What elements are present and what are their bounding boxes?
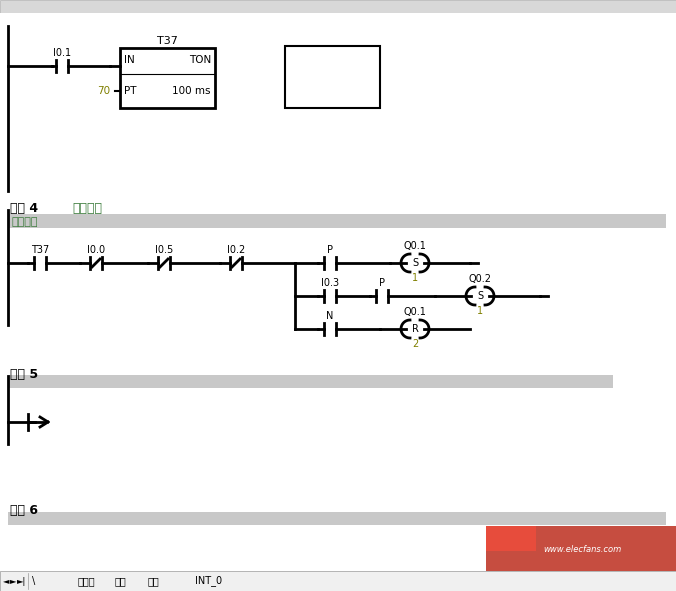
Text: T37: T37 xyxy=(157,36,178,46)
Text: P: P xyxy=(379,278,385,288)
Text: S: S xyxy=(477,291,483,301)
Text: 1: 1 xyxy=(412,273,418,283)
Text: S: S xyxy=(412,258,418,268)
Text: N: N xyxy=(327,311,334,321)
Text: ◄: ◄ xyxy=(3,576,9,586)
Text: 自动: 自动 xyxy=(148,576,160,586)
Bar xyxy=(285,46,380,108)
Text: I0.5: I0.5 xyxy=(155,245,173,255)
Bar xyxy=(8,512,666,525)
Bar xyxy=(0,13,676,201)
Text: 1: 1 xyxy=(477,306,483,316)
Text: TON: TON xyxy=(189,55,211,65)
Bar xyxy=(120,48,215,108)
Text: 网络 5: 网络 5 xyxy=(10,368,38,381)
Bar xyxy=(0,0,676,13)
Bar xyxy=(8,375,613,388)
Text: Q0.2: Q0.2 xyxy=(468,274,491,284)
Bar xyxy=(8,214,666,228)
Text: INT_0: INT_0 xyxy=(195,576,222,586)
Text: 100 ms: 100 ms xyxy=(172,86,211,96)
Text: I0.0: I0.0 xyxy=(87,245,105,255)
Text: ►: ► xyxy=(10,576,16,586)
Text: 2: 2 xyxy=(412,339,418,349)
Text: 网络注释: 网络注释 xyxy=(12,217,39,227)
Text: 网络标题: 网络标题 xyxy=(72,202,102,215)
Text: \: \ xyxy=(32,576,35,586)
Text: I0.3: I0.3 xyxy=(321,278,339,288)
Text: 网络 6: 网络 6 xyxy=(10,505,38,518)
Text: Q0.1: Q0.1 xyxy=(404,241,427,251)
Text: T37: T37 xyxy=(31,245,49,255)
Text: I0.1: I0.1 xyxy=(53,48,71,58)
Text: R: R xyxy=(412,324,418,334)
Text: 70: 70 xyxy=(97,86,110,96)
Text: Q0.1: Q0.1 xyxy=(404,307,427,317)
Text: IN: IN xyxy=(124,55,135,65)
Text: www.elecfans.com: www.elecfans.com xyxy=(543,544,621,554)
Text: I0.2: I0.2 xyxy=(227,245,245,255)
Bar xyxy=(0,571,676,591)
Text: 手动: 手动 xyxy=(115,576,127,586)
Text: 网络 4: 网络 4 xyxy=(10,202,38,215)
Text: P: P xyxy=(327,245,333,255)
Text: 主程序: 主程序 xyxy=(78,576,95,586)
Text: ►|: ►| xyxy=(17,576,26,586)
Text: PT: PT xyxy=(124,86,137,96)
Bar xyxy=(486,526,536,551)
Bar xyxy=(486,526,676,571)
